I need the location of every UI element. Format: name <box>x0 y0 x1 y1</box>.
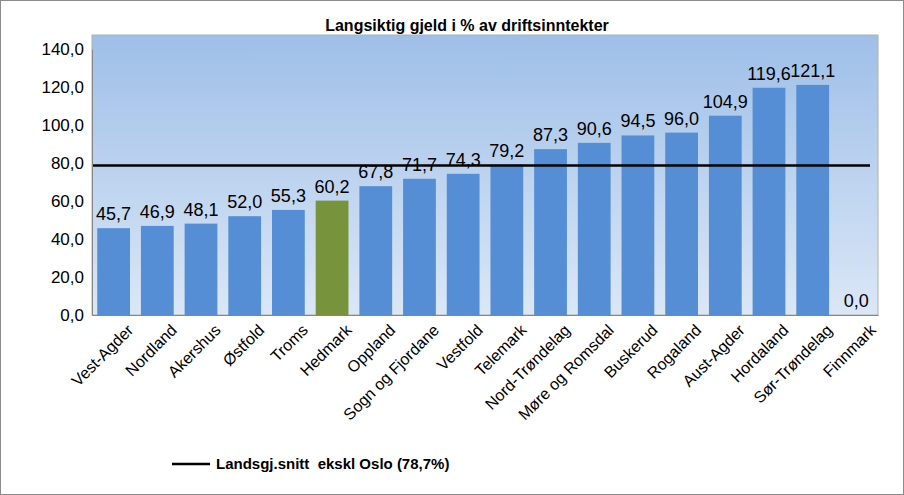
chart-frame <box>1 1 904 495</box>
y-tick-label: 140,0 <box>41 40 84 59</box>
bars <box>92 85 870 315</box>
x-tick-label: Hedmark <box>297 321 356 380</box>
x-tick: Sør-Trøndelag <box>750 315 835 406</box>
x-tick-label: Akershus <box>165 321 224 380</box>
data-label: 46,9 <box>140 202 175 222</box>
bar <box>447 174 480 315</box>
bar <box>403 179 436 315</box>
bar <box>796 85 829 315</box>
x-tick: Hedmark <box>297 315 356 379</box>
y-tick: 60,0 <box>51 192 92 211</box>
data-label: 119,6 <box>747 64 791 84</box>
x-tick-label: Sogn og Fjordane <box>340 321 442 423</box>
legend-label: Landsgj.snitt ekskl Oslo (78,7%) <box>216 455 449 472</box>
bar <box>665 133 698 315</box>
y-tick: 120,0 <box>41 78 92 97</box>
x-tick: Akershus <box>165 315 224 380</box>
x-tick-label: Møre og Romsdal <box>515 321 617 423</box>
data-label: 74,3 <box>446 150 481 170</box>
bar <box>534 149 567 315</box>
x-axis: Vest-AgderNordlandAkershusØstfoldTromsHe… <box>68 315 879 423</box>
x-tick: Troms <box>267 315 311 365</box>
bar <box>578 143 611 315</box>
data-label: 45,7 <box>96 204 131 224</box>
bar <box>97 228 130 315</box>
reference-line <box>92 164 870 167</box>
data-label: 71,7 <box>402 155 437 175</box>
y-axis: 0,0 20,0 40,0 60,0 80,0 100,0 120,0 140,0 <box>41 40 92 325</box>
x-tick: Østfold <box>220 315 268 369</box>
x-tick-label: Finnmark <box>820 321 880 381</box>
y-tick: 40,0 <box>51 230 92 249</box>
bar <box>490 165 523 315</box>
data-label: 48,1 <box>183 200 218 220</box>
data-label: 55,3 <box>271 186 306 206</box>
plot: 0,0 20,0 40,0 60,0 80,0 100,0 120,0 140,0 Vest-A… <box>41 35 879 423</box>
data-label: 96,0 <box>664 109 699 129</box>
x-tick-label: Sør-Trøndelag <box>750 321 835 406</box>
bar <box>316 201 349 315</box>
data-labels: 45,7 46,9 48,1 52,0 55,3 60,2 67,8 71,7 74,3 79,2… <box>96 61 869 311</box>
data-label: 121,1 <box>790 61 835 81</box>
data-label: 60,2 <box>315 177 350 197</box>
y-tick-label: 60,0 <box>51 192 84 211</box>
chart: 0,0 20,0 40,0 60,0 80,0 100,0 120,0 140,0 Vest-A… <box>0 0 904 495</box>
data-label: 79,2 <box>489 141 524 161</box>
bar <box>840 315 873 316</box>
y-tick: 20,0 <box>51 268 92 287</box>
y-tick: 80,0 <box>51 154 92 173</box>
y-tick: 100,0 <box>41 116 92 135</box>
data-label: 52,0 <box>227 192 262 212</box>
x-tick-label: Vest-Agder <box>68 321 136 389</box>
bar <box>141 226 174 315</box>
data-label: 104,9 <box>703 92 748 112</box>
y-tick: 0,0 <box>60 306 92 325</box>
plot-background <box>92 35 878 315</box>
bar <box>622 135 655 315</box>
data-label: 67,8 <box>358 162 393 182</box>
y-axis-line <box>92 50 93 316</box>
x-tick: Finnmark <box>820 315 880 380</box>
data-label: 87,3 <box>533 125 568 145</box>
y-tick-label: 100,0 <box>41 116 84 135</box>
bar <box>272 210 305 315</box>
bar <box>185 224 218 315</box>
data-label: 90,6 <box>577 119 612 139</box>
x-tick: Vest-Agder <box>68 315 136 389</box>
y-tick-label: 0,0 <box>60 306 84 325</box>
y-tick-label: 40,0 <box>51 230 84 249</box>
bar <box>228 216 261 315</box>
legend: Landsgj.snitt ekskl Oslo (78,7%) <box>172 455 449 472</box>
y-tick: 140,0 <box>41 40 92 59</box>
x-tick: Sogn og Fjordane <box>340 315 442 423</box>
x-axis-line <box>93 315 879 316</box>
data-label: 94,5 <box>620 111 655 131</box>
data-label: 0,0 <box>844 291 869 311</box>
bar <box>709 116 742 315</box>
x-tick-label: Østfold <box>220 321 268 369</box>
bar <box>753 88 786 315</box>
bar <box>359 186 392 315</box>
y-tick-label: 20,0 <box>51 268 84 287</box>
legend-swatch <box>172 463 210 466</box>
y-tick-label: 80,0 <box>51 154 84 173</box>
chart-title: Langsiktig gjeld i % av driftsinntekter <box>325 17 609 34</box>
y-tick-label: 120,0 <box>41 78 84 97</box>
